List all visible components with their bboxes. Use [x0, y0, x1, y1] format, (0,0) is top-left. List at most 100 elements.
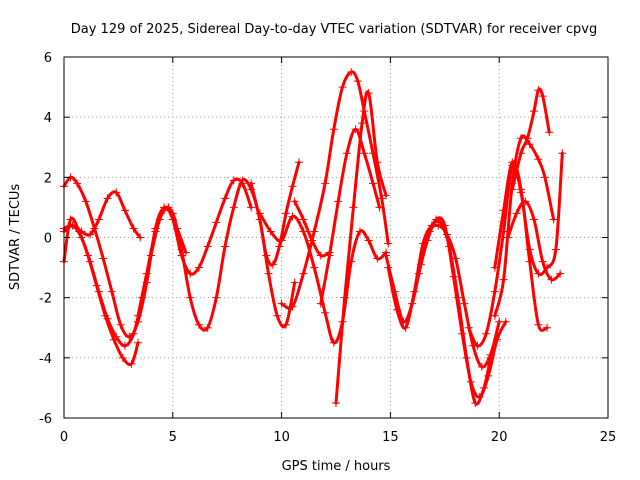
- data-point: [375, 203, 384, 212]
- data-point: [247, 179, 256, 188]
- data-point: [464, 323, 473, 332]
- x-tick-label: 5: [169, 430, 177, 445]
- data-point: [338, 83, 347, 92]
- data-point: [358, 119, 367, 128]
- data-point: [268, 260, 277, 269]
- data-point: [334, 197, 343, 206]
- series-arc-6: [247, 158, 304, 269]
- data-point: [508, 185, 517, 194]
- data-point: [277, 299, 286, 308]
- data-point: [458, 329, 467, 338]
- data-point: [525, 257, 534, 266]
- y-tick-label: 4: [44, 111, 52, 126]
- data-point: [493, 335, 502, 344]
- data-point: [351, 125, 360, 134]
- data-point: [342, 149, 351, 158]
- data-point: [264, 269, 273, 278]
- y-tick-label: -6: [39, 412, 52, 427]
- y-tick-label: -2: [39, 292, 52, 307]
- data-point: [129, 224, 138, 233]
- data-point: [392, 305, 401, 314]
- data-point: [94, 215, 103, 224]
- data-point: [238, 176, 247, 185]
- data-point: [460, 299, 469, 308]
- data-point: [534, 269, 543, 278]
- data-point: [530, 107, 539, 116]
- series-arc-16: [490, 158, 552, 332]
- data-point: [177, 245, 186, 254]
- data-point: [384, 239, 393, 248]
- data-point: [310, 227, 319, 236]
- data-point: [355, 227, 364, 236]
- series-trace: [319, 127, 381, 306]
- data-point: [273, 311, 282, 320]
- data-point: [112, 188, 121, 197]
- data-point: [255, 209, 264, 218]
- data-point: [490, 263, 499, 272]
- data-point: [229, 176, 238, 185]
- data-point: [212, 293, 221, 302]
- data-point: [475, 392, 484, 401]
- data-point: [364, 236, 373, 245]
- data-point: [534, 320, 543, 329]
- data-point: [281, 209, 290, 218]
- data-point: [530, 215, 539, 224]
- data-point: [368, 179, 377, 188]
- data-point: [186, 293, 195, 302]
- data-point: [512, 209, 521, 218]
- data-point: [377, 194, 386, 203]
- series-arc-14: [414, 215, 510, 401]
- data-point: [194, 263, 203, 272]
- data-point: [86, 230, 95, 239]
- series-trace: [249, 160, 301, 267]
- series-arc-7: [255, 209, 391, 347]
- data-point: [353, 77, 362, 86]
- data-point: [81, 197, 90, 206]
- data-point: [221, 194, 230, 203]
- data-point: [118, 353, 127, 362]
- data-point: [120, 206, 129, 215]
- data-point: [203, 242, 212, 251]
- data-point: [288, 302, 297, 311]
- data-point: [482, 329, 491, 338]
- data-point: [203, 323, 212, 332]
- data-point: [490, 311, 499, 320]
- x-tick-label: 25: [600, 430, 617, 445]
- series-trace: [493, 134, 556, 318]
- data-point: [288, 212, 297, 221]
- data-point: [471, 398, 480, 407]
- data-point: [277, 236, 286, 245]
- data-point: [262, 251, 271, 260]
- data-point: [473, 341, 482, 350]
- data-point: [477, 362, 486, 371]
- data-point: [525, 140, 534, 149]
- data-point: [160, 206, 169, 215]
- data-point: [490, 287, 499, 296]
- data-point: [382, 191, 391, 200]
- data-point: [66, 215, 75, 224]
- data-point: [290, 197, 299, 206]
- data-point: [349, 203, 358, 212]
- data-point: [516, 185, 525, 194]
- data-series: [60, 68, 567, 407]
- data-point: [440, 221, 449, 230]
- data-point: [103, 194, 112, 203]
- data-point: [316, 299, 325, 308]
- data-point: [275, 242, 284, 251]
- x-tick-label: 20: [491, 430, 508, 445]
- data-point: [281, 320, 290, 329]
- data-point: [299, 215, 308, 224]
- data-point: [120, 341, 129, 350]
- data-point: [384, 263, 393, 272]
- data-point: [329, 125, 338, 134]
- series-arc-19: [508, 86, 554, 194]
- data-point: [499, 275, 508, 284]
- y-axis-label: SDTVAR / TECUs: [8, 184, 23, 291]
- data-point: [321, 308, 330, 317]
- data-point: [466, 377, 475, 386]
- data-point: [99, 254, 108, 263]
- data-point: [340, 293, 349, 302]
- series-arc-4: [60, 215, 142, 368]
